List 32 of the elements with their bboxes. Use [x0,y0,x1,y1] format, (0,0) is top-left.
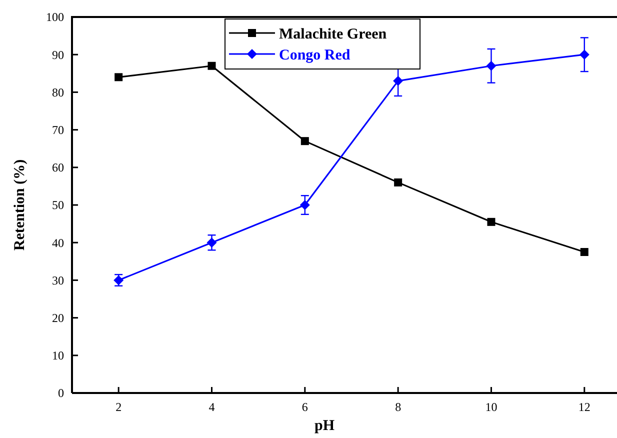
point [579,50,590,60]
y-tick-label: 100 [46,10,64,24]
point [394,178,402,186]
legend-label: Malachite Green [279,26,388,42]
y-tick-label: 50 [52,198,64,212]
y-axis-title: Retention (%) [12,159,28,251]
point [393,76,404,86]
point [206,238,217,248]
x-axis-title: pH [314,418,335,434]
y-tick-label: 20 [52,311,64,325]
x-tick-label: 10 [485,400,498,414]
point [300,200,310,210]
y-tick-label: 0 [58,386,64,400]
point [208,62,216,70]
x-tick-label: 8 [395,400,402,414]
point [114,73,123,82]
x-tick-label: 12 [578,400,590,414]
point [487,218,496,226]
y-tick-label: 30 [52,273,64,288]
point [580,248,588,256]
point [300,137,309,146]
x-tick-label: 6 [302,400,308,414]
point [486,60,496,71]
y-tick-label: 40 [52,236,64,250]
x-tick-label: 4 [208,400,215,414]
y-tick-label: 90 [52,48,64,62]
y-tick-label: 70 [52,123,64,137]
x-tick-label: 2 [116,400,122,414]
y-tick-label: 10 [52,348,64,363]
y-tick-label: 60 [52,160,64,175]
y-tick-label: 80 [52,85,64,100]
legend-label: Congo Red [279,47,351,64]
